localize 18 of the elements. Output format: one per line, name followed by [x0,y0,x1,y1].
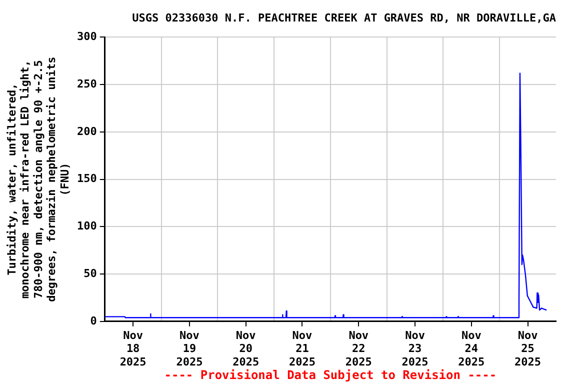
y-tick-label: 200 [76,124,97,138]
x-tick-label: Nov 18 2025 [120,328,146,368]
y-axis-title: Turbidity, water, unfiltered, monochrome near infra-red LED light, 780-900 nm, detection angle 90 +-2.5 degrees, formazin nephelometric units (FNU) [5,56,72,302]
x-tick-label: Nov 22 2025 [345,328,372,368]
y-tick-label: 0 [90,314,97,328]
x-tick-label: Nov 25 2025 [514,328,542,368]
text: ---- Provisional Data Subject to Revision ---- [164,368,497,382]
y-tick-label: 300 [76,30,97,44]
y-tick-label: 150 [76,172,97,186]
x-tick-label: Nov 21 2025 [288,328,316,368]
x-tick-label: Nov 23 2025 [402,328,428,368]
y-tick-label: 50 [84,266,97,280]
y-tick-label: 250 [76,77,97,90]
x-tick-label: Nov 20 2025 [232,328,260,368]
x-tick-label: Nov 24 2025 [458,328,485,368]
x-tick-label: Nov 19 2025 [176,328,203,368]
chart-title: USGS 02336030 N.F. PEACHTREE CREEK AT GRAVES RD, NR DORAVILLE,GA [132,11,556,24]
y-tick-label: 100 [76,220,97,233]
